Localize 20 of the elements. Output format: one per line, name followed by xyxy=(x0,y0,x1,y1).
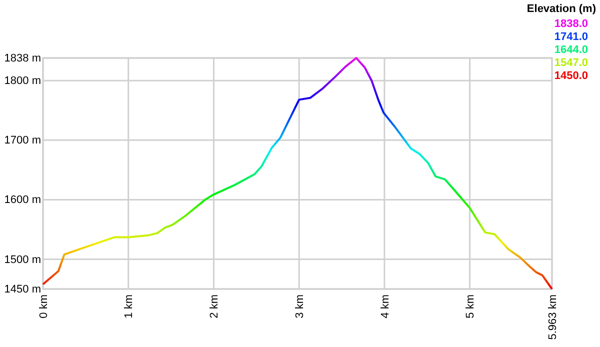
line-series xyxy=(42,57,553,290)
y-tick-label: 1838 m xyxy=(4,52,41,65)
y-tick-label: 1450 m xyxy=(4,284,41,296)
x-tick-label: 1 km xyxy=(123,294,136,318)
legend-title: Elevation (m) xyxy=(526,3,596,15)
y-tick-label: 1800 m xyxy=(4,75,41,88)
x-tick-label: 2 km xyxy=(208,294,221,318)
x-tick-label: 0 km xyxy=(38,294,50,318)
text: 1547.0 xyxy=(554,57,588,69)
y-tick-label: 1700 m xyxy=(4,134,41,147)
y-tick-label: 1600 m xyxy=(4,194,41,206)
x-tick-label: 4 km xyxy=(379,294,392,318)
x-tick-label: 3 km xyxy=(294,294,306,318)
text: 1741.0 xyxy=(554,31,588,43)
x-tick-label: 5.963 km xyxy=(546,294,559,340)
y-tick-label: 1500 m xyxy=(4,254,41,266)
text: 1644.0 xyxy=(554,44,588,56)
x-tick-label: 5 km xyxy=(464,294,477,318)
text: 1450.0 xyxy=(554,70,588,82)
text: 1838.0 xyxy=(554,18,588,30)
